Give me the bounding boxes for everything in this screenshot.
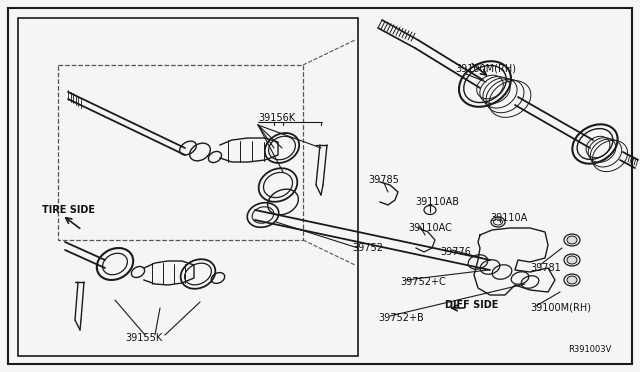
- Bar: [18, 18, 358, 356]
- Text: TIRE SIDE: TIRE SIDE: [42, 205, 95, 215]
- Ellipse shape: [567, 256, 577, 264]
- Ellipse shape: [567, 276, 577, 284]
- Text: 39781: 39781: [530, 263, 561, 273]
- Text: 39100M(RH): 39100M(RH): [530, 303, 591, 313]
- Text: 39110AC: 39110AC: [408, 223, 452, 233]
- Text: 39752+B: 39752+B: [378, 313, 424, 323]
- Text: DIFF SIDE: DIFF SIDE: [445, 300, 499, 310]
- Bar: [58, 65, 303, 240]
- Text: 39110A: 39110A: [490, 213, 527, 223]
- Text: 39155K: 39155K: [125, 333, 163, 343]
- Text: 39110AB: 39110AB: [415, 197, 459, 207]
- Text: R391003V: R391003V: [568, 346, 611, 355]
- Text: 39156K: 39156K: [258, 113, 295, 123]
- Text: 39785: 39785: [368, 175, 399, 185]
- Ellipse shape: [567, 236, 577, 244]
- Text: 39752: 39752: [352, 243, 383, 253]
- Text: 39752+C: 39752+C: [400, 277, 445, 287]
- Text: 39776: 39776: [440, 247, 471, 257]
- Text: 39100M(RH): 39100M(RH): [455, 63, 516, 73]
